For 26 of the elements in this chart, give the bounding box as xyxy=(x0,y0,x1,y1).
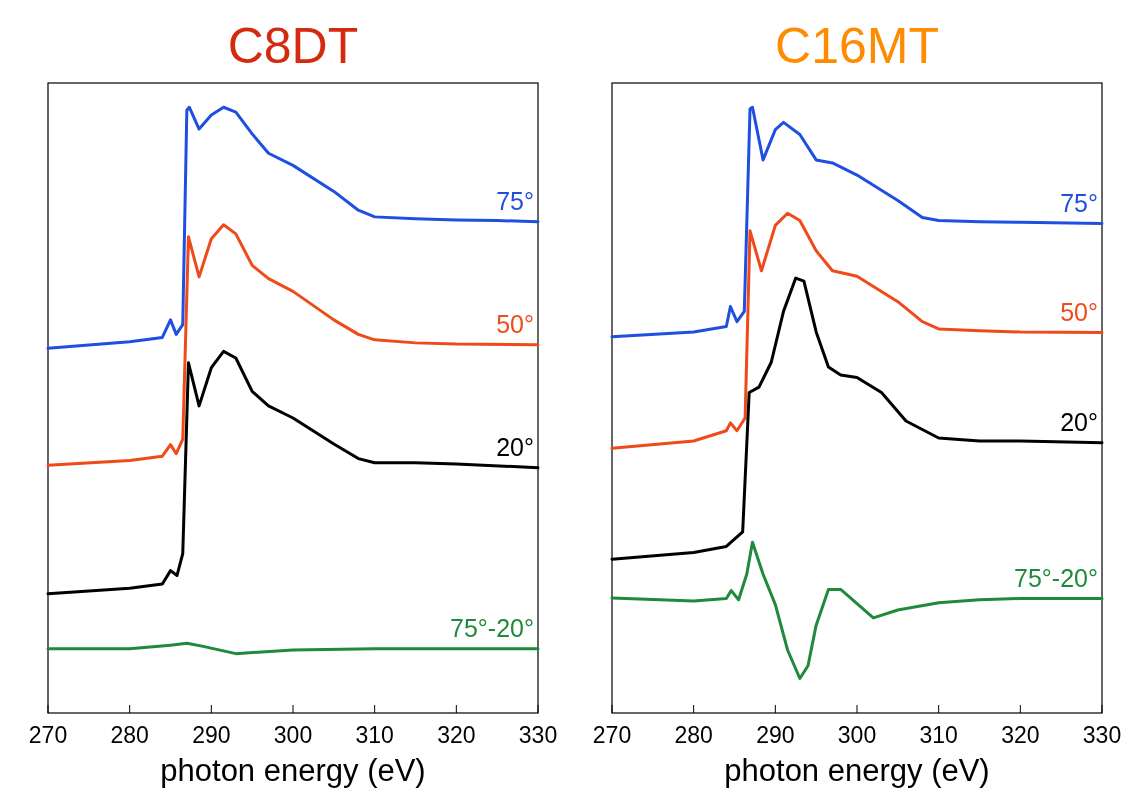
series-label: 75°-20° xyxy=(1014,563,1098,592)
x-axis-title: photon energy (eV) xyxy=(160,753,426,788)
x-tick-label: 280 xyxy=(110,722,149,748)
x-tick-label: 300 xyxy=(837,722,877,748)
series-label: 75° xyxy=(496,186,534,215)
series-label: 50° xyxy=(496,309,534,338)
x-tick-label: 290 xyxy=(756,722,795,748)
chart-title: C8DT xyxy=(227,18,359,74)
x-tick-label: 280 xyxy=(674,722,713,748)
chart-title: C16MT xyxy=(775,18,939,74)
x-tick-label: 270 xyxy=(592,722,632,748)
x-axis-title: photon energy (eV) xyxy=(724,753,990,788)
series-label: 20° xyxy=(496,432,534,461)
series-label: 20° xyxy=(1060,407,1098,436)
x-tick-label: 300 xyxy=(273,722,313,748)
series-label: 75°-20° xyxy=(450,613,534,642)
x-tick-label: 320 xyxy=(1001,722,1040,748)
x-tick-label: 270 xyxy=(28,722,68,748)
x-tick-label: 330 xyxy=(518,722,558,748)
x-tick-label: 310 xyxy=(919,722,958,748)
x-tick-label: 310 xyxy=(355,722,394,748)
x-tick-label: 330 xyxy=(1082,722,1122,748)
series-label: 75° xyxy=(1060,188,1098,217)
series-label: 50° xyxy=(1060,297,1098,326)
x-tick-label: 320 xyxy=(437,722,476,748)
x-tick-label: 290 xyxy=(192,722,231,748)
